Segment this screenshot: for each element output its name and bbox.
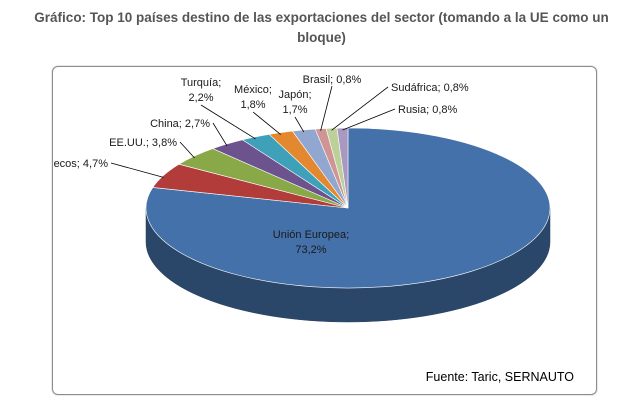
label-sud-frica: Sudáfrica; 0,8%	[391, 82, 469, 94]
leader-line-3	[179, 141, 195, 159]
chart-title: Gráfico: Top 10 países destino de las ex…	[0, 8, 643, 48]
leader-line-9	[331, 86, 389, 131]
leader-line-4	[212, 122, 228, 147]
label-ee-uu-: EE.UU.; 3,8%	[109, 137, 177, 149]
label-brasil: Brasil; 0,8%	[303, 74, 362, 86]
leader-line-10	[342, 108, 396, 131]
label-marruecos: Marruecos; 4,7%	[53, 158, 108, 170]
leader-line-5	[200, 104, 256, 140]
label-uni-n-europea: Unión Europea; 73,2%	[273, 229, 349, 256]
label-rusia: Rusia; 0,8%	[398, 104, 458, 116]
label-china: China; 2,7%	[150, 118, 210, 130]
label-jap-n: Japón; 1,7%	[278, 89, 311, 116]
label-turqu-a: Turquía; 2,2%	[181, 77, 222, 104]
leader-line-6	[252, 111, 281, 135]
chart-title-line-1: Gráfico: Top 10 países destino de las ex…	[34, 10, 609, 25]
leader-line-7	[294, 116, 305, 133]
label-m-xico: México; 1,8%	[234, 84, 272, 111]
leader-line-2	[110, 162, 164, 178]
source-note: Fuente: Taric, SERNAUTO	[425, 370, 574, 384]
chart-title-line-2: bloque)	[297, 30, 346, 45]
pie-chart: Unión Europea;73,2% Marruecos; 4,7%EE.UU.…	[53, 74, 551, 323]
leader-line-8	[320, 85, 333, 131]
chart-frame: Unión Europea;73,2% Marruecos; 4,7%EE.UU.…	[52, 66, 597, 395]
